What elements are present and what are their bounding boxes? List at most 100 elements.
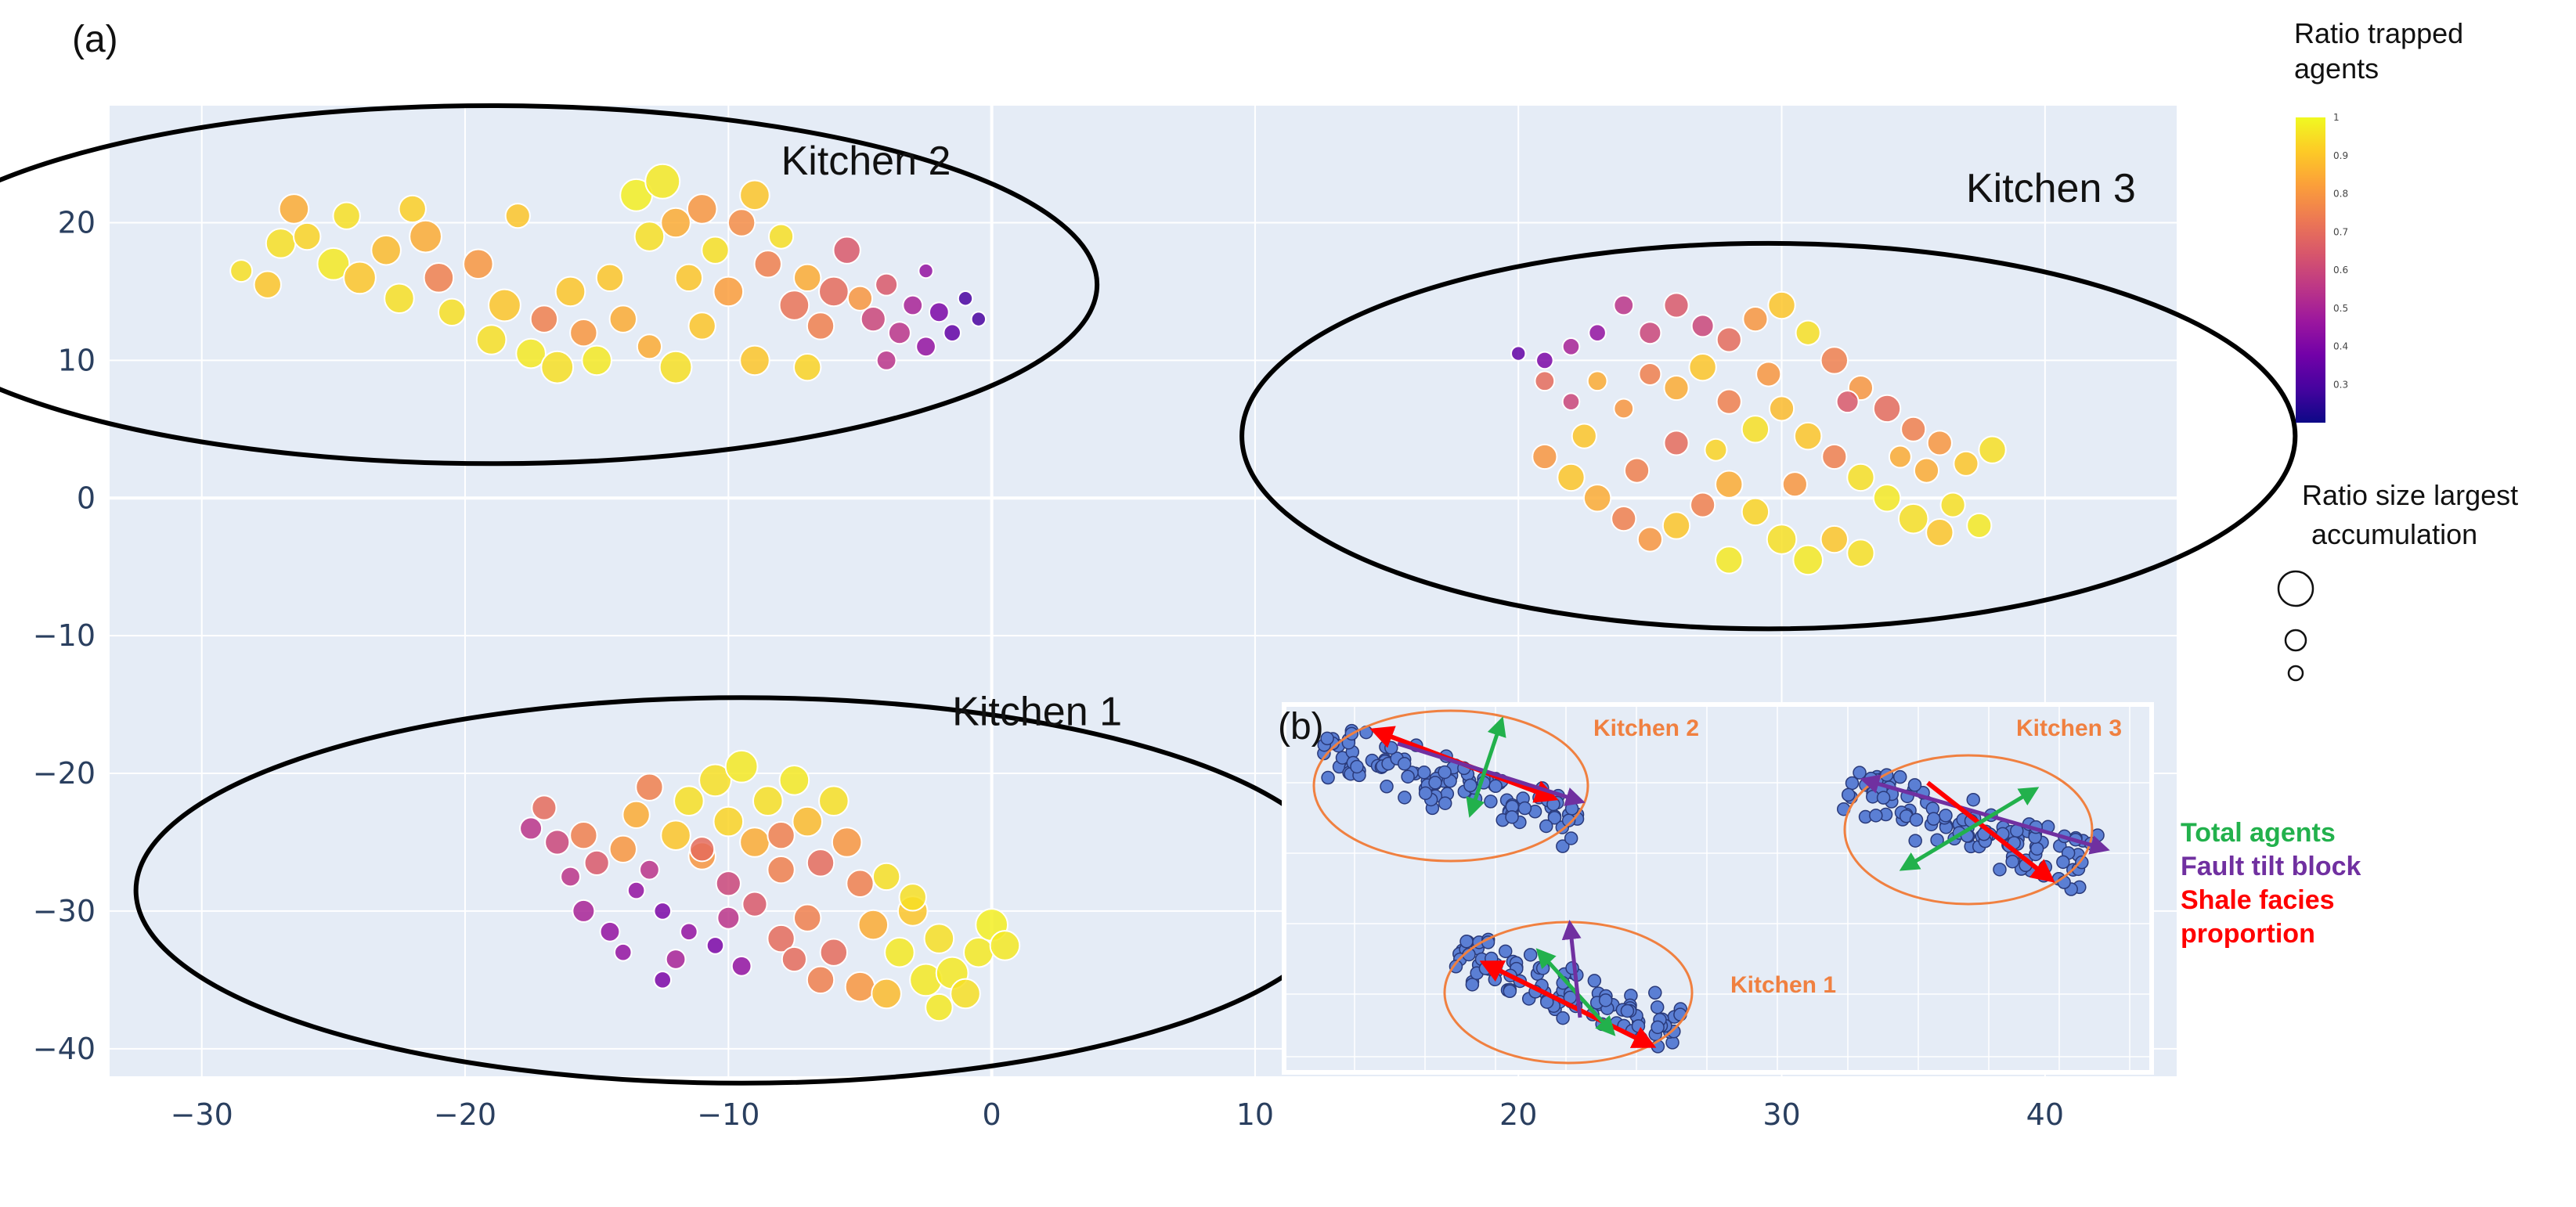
scatter-point xyxy=(778,765,810,796)
scatter-point xyxy=(293,222,322,251)
inset-point xyxy=(1564,831,1578,845)
scatter-point xyxy=(1571,423,1597,449)
colorbar-tick: 0.9 xyxy=(2333,150,2348,161)
x-tick-label: 20 xyxy=(1499,1097,1537,1132)
scatter-point xyxy=(832,236,861,265)
scatter-point xyxy=(581,344,612,377)
scatter-point xyxy=(1781,471,1808,498)
inset-point xyxy=(1463,778,1477,793)
inset-point xyxy=(1350,759,1364,774)
inset-point xyxy=(1321,770,1335,785)
scatter-point xyxy=(504,203,531,229)
y-tick-label: 10 xyxy=(58,343,96,377)
scatter-point xyxy=(943,323,961,343)
colorbar-title-line2: agents xyxy=(2294,52,2379,85)
scatter-point xyxy=(767,820,796,850)
scatter-point xyxy=(1623,457,1651,484)
scatter-point xyxy=(626,881,646,900)
scatter-point xyxy=(1741,497,1770,527)
inset-point xyxy=(1876,791,1891,805)
y-tick-label: −30 xyxy=(33,894,96,928)
scatter-point xyxy=(792,805,824,838)
scatter-point xyxy=(1768,395,1795,422)
cluster-labels: Kitchen 2 Kitchen 3 Kitchen 1 xyxy=(781,139,2136,735)
scatter-point xyxy=(989,930,1021,961)
scatter-point xyxy=(1766,524,1798,555)
scatter-point xyxy=(1742,306,1769,333)
scatter-point xyxy=(727,208,756,237)
scatter-point xyxy=(793,352,822,382)
scatter-point xyxy=(475,324,507,355)
scatter-point xyxy=(818,785,850,817)
scatter-point xyxy=(778,290,810,321)
scatter-point xyxy=(724,749,759,784)
scatter-point xyxy=(1663,374,1690,402)
scatter-point xyxy=(963,936,994,968)
scatter-point xyxy=(1793,421,1823,451)
inset-point xyxy=(1561,813,1576,827)
scatter-point xyxy=(1586,370,1608,392)
inset-point xyxy=(1869,809,1883,823)
colorbar-tick: 0.6 xyxy=(2333,265,2348,276)
colorbar-title-line1: Ratio trapped xyxy=(2294,17,2463,49)
scatter-point xyxy=(1978,435,2007,464)
inset-point xyxy=(1587,974,1602,988)
scatter-point xyxy=(343,261,377,295)
scatter-point xyxy=(806,312,835,340)
inset-point xyxy=(1993,863,2007,877)
inset-point xyxy=(1384,740,1398,755)
inset-panel: (b) Kitchen 2 Kitchen 3 Kitchen 1 xyxy=(1278,702,2154,1075)
inset-point xyxy=(1498,944,1513,959)
inset-point xyxy=(1523,948,1538,962)
scatter-point xyxy=(752,785,784,817)
inset-point xyxy=(2056,855,2070,870)
inset-point xyxy=(1631,1019,1646,1033)
scatter-point xyxy=(608,834,637,863)
scatter-point xyxy=(1690,314,1715,338)
colorbar-tick: 0.3 xyxy=(2333,379,2348,390)
scatter-point xyxy=(793,903,822,932)
inset-point xyxy=(1845,776,1860,791)
scatter-point xyxy=(1835,390,1860,414)
inset-point xyxy=(1488,779,1503,794)
inset-point xyxy=(2075,855,2089,870)
x-tick-label: −30 xyxy=(171,1097,233,1132)
x-tick-label: 10 xyxy=(1236,1097,1274,1132)
scatter-point xyxy=(569,319,598,348)
scatter-point xyxy=(806,849,835,877)
scatter-point xyxy=(923,923,955,954)
scatter-point xyxy=(739,827,770,858)
scatter-point xyxy=(384,283,415,315)
scatter-point xyxy=(1663,430,1690,456)
scatter-point xyxy=(741,891,768,917)
scatter-point xyxy=(554,276,586,308)
y-tick-label: 20 xyxy=(58,206,96,240)
inset-point xyxy=(1648,985,1662,1000)
inset-point xyxy=(1517,801,1532,816)
scatter-point xyxy=(950,978,981,1010)
scatter-point xyxy=(1561,337,1581,356)
scatter-point xyxy=(698,763,732,798)
label-kitchen-1: Kitchen 1 xyxy=(952,689,1122,734)
size-legend-title-line2: accumulation xyxy=(2311,518,2477,550)
inset-point xyxy=(2029,841,2044,856)
inset-point xyxy=(1547,811,1562,825)
scatter-point xyxy=(674,263,704,293)
scatter-point xyxy=(1638,321,1662,345)
colorbar-tick: 0.8 xyxy=(2333,189,2348,200)
size-legend-small xyxy=(2287,665,2304,682)
x-tick-label: 0 xyxy=(983,1097,1001,1132)
x-tick-label: 30 xyxy=(1762,1097,1800,1132)
scatter-point xyxy=(1939,492,1966,518)
scatter-point xyxy=(846,285,874,312)
scatter-point xyxy=(875,349,897,371)
arrow-total-k3 xyxy=(1899,787,2040,871)
y-tick-label: 0 xyxy=(77,481,96,515)
scatter-point xyxy=(860,306,886,333)
scatter-point xyxy=(686,193,718,225)
scatter-point xyxy=(715,870,741,897)
scatter-point xyxy=(767,924,796,953)
scatter-point xyxy=(1792,544,1824,576)
colorbar-ticks: 1 0.9 0.8 0.7 0.6 0.5 0.4 0.3 xyxy=(2333,112,2348,390)
scatter-point xyxy=(1690,492,1716,518)
